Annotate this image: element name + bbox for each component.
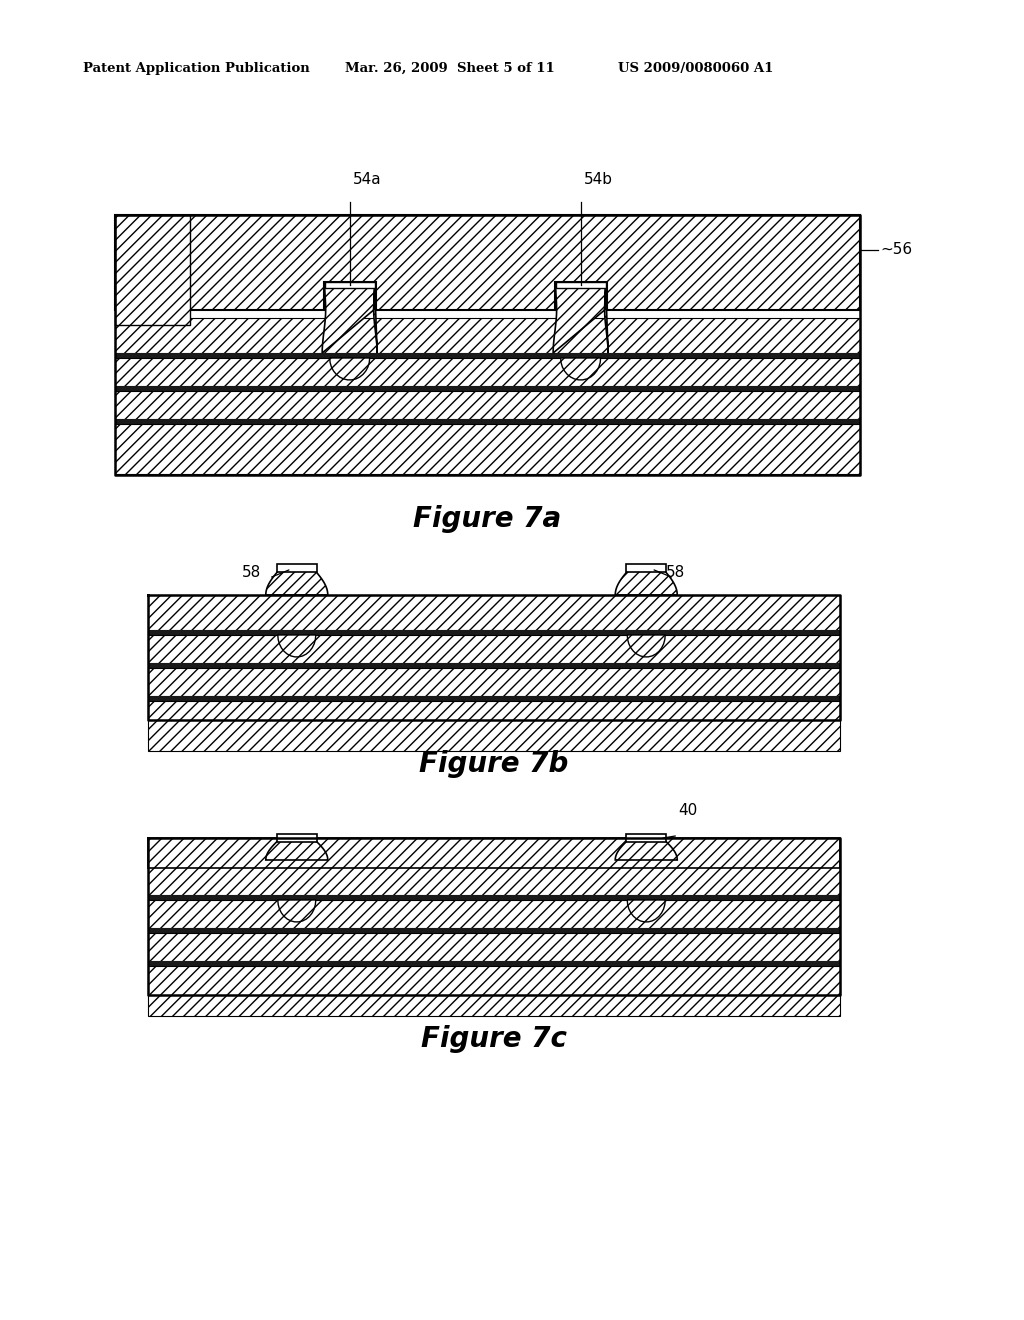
Text: Mar. 26, 2009  Sheet 5 of 11: Mar. 26, 2009 Sheet 5 of 11 — [345, 62, 555, 75]
Bar — [148, 966, 840, 1016]
Polygon shape — [325, 282, 375, 288]
Bar — [148, 630, 840, 635]
Text: Patent Application Publication: Patent Application Publication — [83, 62, 309, 75]
Polygon shape — [615, 838, 677, 861]
Polygon shape — [627, 834, 667, 842]
Polygon shape — [115, 215, 860, 310]
Bar — [115, 385, 860, 391]
Bar — [115, 310, 860, 318]
Polygon shape — [276, 834, 316, 842]
Text: US 2009/0080060 A1: US 2009/0080060 A1 — [618, 62, 773, 75]
Polygon shape — [266, 568, 328, 595]
Text: 58: 58 — [242, 565, 261, 579]
Text: 54a: 54a — [352, 172, 381, 187]
Text: ~56: ~56 — [880, 243, 912, 257]
Bar — [148, 900, 840, 928]
Polygon shape — [276, 564, 316, 572]
Bar — [148, 663, 840, 668]
Polygon shape — [553, 284, 608, 352]
Text: 54b: 54b — [584, 172, 612, 187]
Bar — [148, 895, 840, 900]
Polygon shape — [556, 282, 605, 288]
Bar — [148, 838, 840, 869]
Bar — [115, 352, 860, 358]
Polygon shape — [330, 358, 370, 380]
Bar — [115, 318, 860, 352]
Text: 40: 40 — [678, 803, 697, 818]
Bar — [115, 424, 860, 474]
Polygon shape — [115, 215, 190, 325]
Polygon shape — [266, 838, 328, 861]
Polygon shape — [628, 900, 666, 921]
Polygon shape — [628, 635, 666, 657]
Polygon shape — [627, 564, 667, 572]
Bar — [148, 928, 840, 933]
Bar — [148, 668, 840, 696]
Polygon shape — [560, 358, 601, 380]
Text: Figure 7b: Figure 7b — [419, 750, 568, 777]
Polygon shape — [278, 635, 315, 657]
Bar — [148, 961, 840, 966]
Polygon shape — [278, 900, 315, 921]
Bar — [115, 418, 860, 424]
Bar — [148, 595, 840, 630]
Polygon shape — [615, 568, 677, 595]
Bar — [148, 933, 840, 961]
Text: Figure 7c: Figure 7c — [421, 1026, 567, 1053]
Bar — [115, 391, 860, 418]
Bar — [148, 696, 840, 701]
Bar — [148, 635, 840, 663]
Polygon shape — [323, 284, 377, 352]
Bar — [148, 861, 840, 895]
Text: Figure 7a: Figure 7a — [414, 506, 561, 533]
Bar — [148, 701, 840, 751]
Bar — [115, 358, 860, 385]
Text: 58: 58 — [667, 565, 685, 579]
